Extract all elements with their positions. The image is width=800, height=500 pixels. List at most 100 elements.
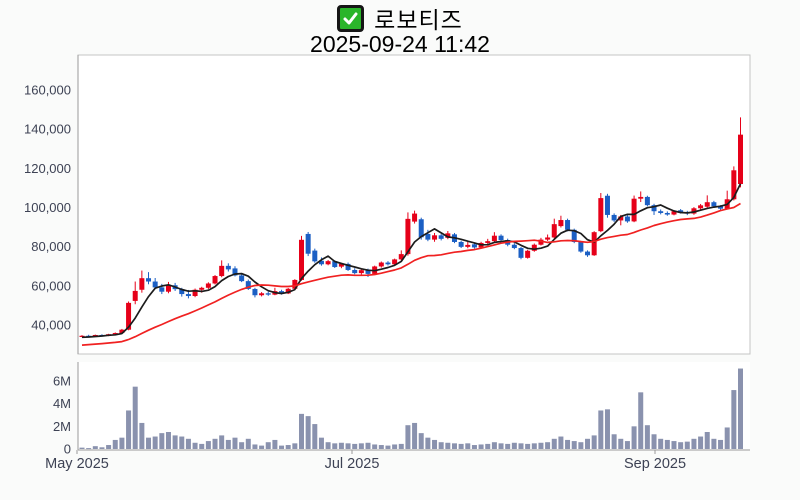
volume-bar (578, 442, 584, 449)
candle-body (718, 206, 724, 209)
volume-bar (92, 446, 98, 449)
candle-body (631, 198, 637, 222)
candle-body (598, 198, 604, 232)
candle-body (312, 250, 318, 262)
candle-body (432, 235, 438, 240)
volume-bar (711, 438, 717, 449)
price-tick-label: 60,000 (31, 278, 71, 293)
volume-bar (225, 439, 231, 449)
volume-bar (418, 433, 424, 449)
volume-bar (292, 443, 298, 449)
volume-bar (239, 442, 245, 449)
candle-body (79, 335, 85, 337)
volume-bar (279, 445, 285, 449)
volume-bar (638, 392, 644, 449)
volume-bar (219, 435, 225, 449)
volume-bar (365, 442, 371, 449)
candle-body (545, 237, 551, 240)
volume-bar (126, 410, 132, 449)
volume-bar (245, 438, 251, 449)
candle-body (624, 216, 630, 222)
volume-bar (318, 437, 324, 449)
candle-body (219, 265, 225, 277)
volume-bar (146, 437, 152, 449)
ma-short-line (81, 183, 742, 339)
price-tick-label: 140,000 (24, 122, 71, 137)
volume-bar (378, 445, 384, 449)
candle-body (152, 281, 158, 288)
candle-body (305, 233, 311, 254)
candle-body (126, 302, 132, 330)
candle-body (179, 289, 185, 295)
volume-bar (79, 447, 85, 449)
volume-bar (704, 432, 710, 449)
volume-bar (185, 438, 191, 449)
volume-bar (478, 444, 484, 449)
volume-bar (624, 441, 630, 449)
volume-tick-label: 6M (53, 374, 71, 389)
price-tick-label: 100,000 (24, 200, 71, 215)
volume-bar (558, 436, 564, 449)
volume-bar (265, 442, 271, 449)
candle-body (345, 263, 351, 270)
candle-body (365, 270, 371, 274)
volume-bar (398, 443, 404, 449)
volume-bar (598, 410, 604, 449)
volume-bar (471, 445, 477, 449)
volume-bar (325, 442, 331, 449)
volume-bar (352, 443, 358, 449)
volume-bar (132, 386, 138, 449)
x-axis-label: May 2025 (45, 456, 109, 472)
volume-bar (545, 442, 551, 449)
volume-bar (458, 443, 464, 449)
candle-body (332, 261, 338, 268)
volume-tick-label: 4M (53, 396, 71, 411)
candle-body (438, 235, 444, 239)
candle-body (265, 293, 271, 295)
candle-body (252, 288, 258, 296)
candle-body (165, 285, 171, 292)
volume-bar (432, 439, 438, 449)
candle-body (465, 244, 471, 247)
volume-bar (485, 443, 491, 449)
candle-body (611, 214, 617, 221)
volume-bar (491, 442, 497, 449)
volume-bar (451, 443, 457, 449)
volume-bar (106, 445, 112, 449)
volume-bar (305, 416, 311, 449)
volume-bar (465, 443, 471, 449)
candle-body (299, 239, 304, 280)
volume-bar (385, 445, 391, 449)
volume-bar (658, 438, 664, 449)
candle-body (405, 218, 411, 255)
volume-bar (698, 436, 704, 449)
volume-bar (299, 413, 304, 449)
candle-body (491, 235, 497, 242)
volume-bar (691, 438, 697, 449)
candle-body (458, 241, 464, 247)
candle-body (119, 329, 125, 334)
volume-bar (392, 444, 398, 449)
candle-body (392, 259, 398, 265)
volume-bar (232, 437, 238, 449)
x-axis-label: Jul 2025 (325, 456, 380, 472)
candle-body (318, 260, 324, 265)
volume-bar (664, 439, 670, 449)
volume-bar (259, 445, 265, 449)
price-tick-label: 120,000 (24, 161, 71, 176)
volume-bar (425, 437, 431, 449)
candle-body (638, 196, 644, 199)
candle-body (285, 288, 291, 294)
candle-body (232, 268, 238, 276)
chart-title-bar: 로보티즈 (0, 4, 800, 33)
volume-bar (531, 443, 537, 449)
candle-body (205, 283, 211, 288)
volume-bar (724, 427, 730, 449)
candle-body (531, 244, 537, 251)
candle-body (525, 250, 531, 258)
volume-bar (99, 447, 105, 449)
candle-body (691, 208, 697, 214)
candle-body (385, 262, 391, 265)
candle-body (132, 290, 138, 301)
